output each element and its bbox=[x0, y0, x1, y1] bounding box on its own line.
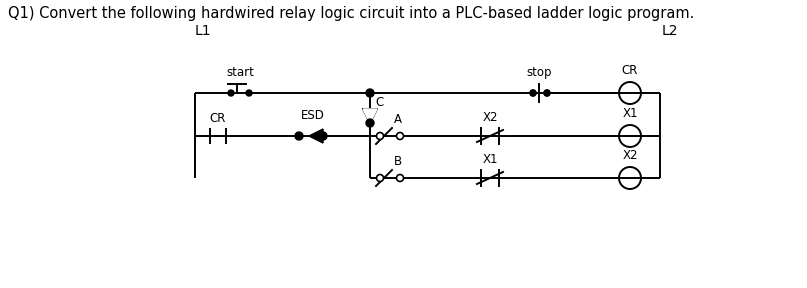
Text: Q1) Convert the following hardwired relay logic circuit into a PLC-based ladder : Q1) Convert the following hardwired rela… bbox=[8, 6, 694, 21]
Polygon shape bbox=[363, 109, 377, 123]
Text: CR: CR bbox=[210, 112, 226, 125]
Circle shape bbox=[367, 90, 373, 96]
Text: B: B bbox=[394, 155, 402, 168]
Circle shape bbox=[319, 132, 327, 140]
Circle shape bbox=[228, 90, 234, 96]
Circle shape bbox=[366, 119, 374, 127]
Circle shape bbox=[246, 90, 252, 96]
Circle shape bbox=[530, 90, 536, 96]
Circle shape bbox=[544, 90, 550, 96]
Text: L2: L2 bbox=[662, 24, 679, 38]
Circle shape bbox=[366, 89, 374, 97]
Text: CR: CR bbox=[622, 64, 638, 77]
Text: start: start bbox=[226, 66, 254, 79]
Circle shape bbox=[295, 132, 303, 140]
Circle shape bbox=[396, 175, 404, 181]
Text: ESD: ESD bbox=[301, 109, 325, 122]
Polygon shape bbox=[309, 129, 323, 143]
Circle shape bbox=[377, 175, 383, 181]
Text: X2: X2 bbox=[483, 111, 498, 124]
Text: A: A bbox=[394, 113, 402, 126]
Text: C: C bbox=[375, 96, 383, 109]
Circle shape bbox=[396, 132, 404, 139]
Circle shape bbox=[377, 132, 383, 139]
Text: X1: X1 bbox=[483, 153, 498, 166]
Text: X2: X2 bbox=[622, 149, 638, 162]
Text: stop: stop bbox=[526, 66, 551, 79]
Text: X1: X1 bbox=[622, 107, 638, 120]
Circle shape bbox=[544, 90, 550, 96]
Text: L1: L1 bbox=[195, 24, 211, 38]
Circle shape bbox=[530, 90, 536, 96]
